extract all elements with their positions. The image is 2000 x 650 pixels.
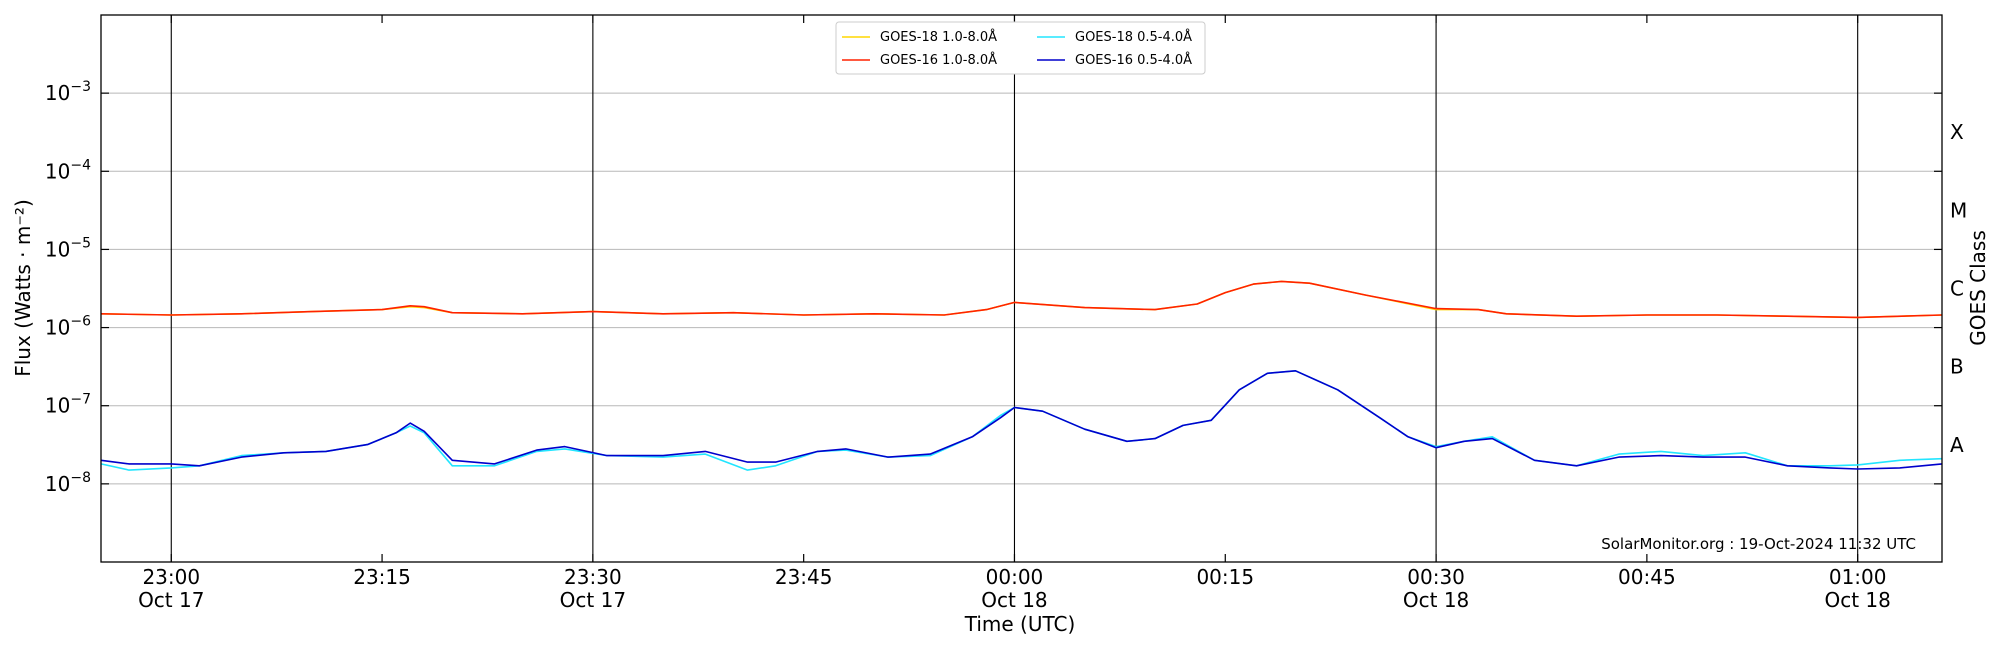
x-axis-title: Time (UTC) <box>964 612 1076 636</box>
legend-label-goes16-short: GOES-16 0.5-4.0Å <box>1075 52 1192 68</box>
goes-class-label-M: M <box>1950 198 1967 222</box>
y-tick-label-2: 10−6 <box>45 314 91 340</box>
legend-box <box>835 21 1206 75</box>
vertical-day-lines <box>170 15 1859 562</box>
y-tick-label-0: 10−8 <box>45 470 91 496</box>
y-tick-label-4: 10−4 <box>45 157 91 183</box>
goes-class-label-C: C <box>1950 277 1964 301</box>
goes-class-label-X: X <box>1950 120 1964 144</box>
x-tick-label-5: 00:15 <box>1196 565 1254 589</box>
x-tick-label-3: 23:45 <box>775 565 833 589</box>
x-tick-date-4: Oct 18 <box>981 588 1047 612</box>
x-tick-date-8: Oct 18 <box>1824 588 1890 612</box>
legend-label-goes18-short: GOES-18 0.5-4.0Å <box>1075 29 1192 45</box>
series-line-3 <box>100 369 1943 470</box>
legend-label-goes16-long: GOES-16 1.0-8.0Å <box>880 52 997 68</box>
credit-text: SolarMonitor.org : 19-Oct-2024 11:32 UTC <box>1601 535 1916 553</box>
x-tick-label-1: 23:15 <box>353 565 411 589</box>
y-tick-label-3: 10−5 <box>45 235 91 261</box>
x-tick-date-0: Oct 17 <box>138 588 204 612</box>
x-tick-date-6: Oct 18 <box>1403 588 1469 612</box>
gridlines <box>101 92 1942 485</box>
x-tick-label-0: 23:00 <box>142 565 200 589</box>
x-tick-date-2: Oct 17 <box>560 588 626 612</box>
series-lines <box>100 280 1943 471</box>
x-tick-label-8: 01:00 <box>1829 565 1887 589</box>
y-tick-label-5: 10−3 <box>45 79 91 105</box>
plot-frame <box>100 14 1943 563</box>
legend: GOES-18 1.0-8.0Å GOES-16 1.0-8.0Å GOES-1… <box>835 21 1206 75</box>
x-tick-label-2: 23:30 <box>564 565 622 589</box>
legend-label-goes18-long: GOES-18 1.0-8.0Å <box>880 29 997 45</box>
x-tick-label-6: 00:30 <box>1407 565 1465 589</box>
goes-class-labels: A B C M X <box>1950 120 1967 457</box>
right-axis-title: GOES Class <box>1966 230 1990 346</box>
x-tick-label-4: 00:00 <box>986 565 1044 589</box>
x-tick-label-7: 00:45 <box>1618 565 1676 589</box>
y-axis-title: Flux (Watts · m⁻²) <box>11 199 35 377</box>
series-line-1 <box>100 280 1943 319</box>
goes-class-label-A: A <box>1950 433 1964 457</box>
goes-class-label-B: B <box>1950 355 1964 379</box>
y-ticks: 10−8 10−7 10−6 10−5 10−4 10−3 <box>45 79 1942 496</box>
y-tick-label-1: 10−7 <box>45 392 91 418</box>
